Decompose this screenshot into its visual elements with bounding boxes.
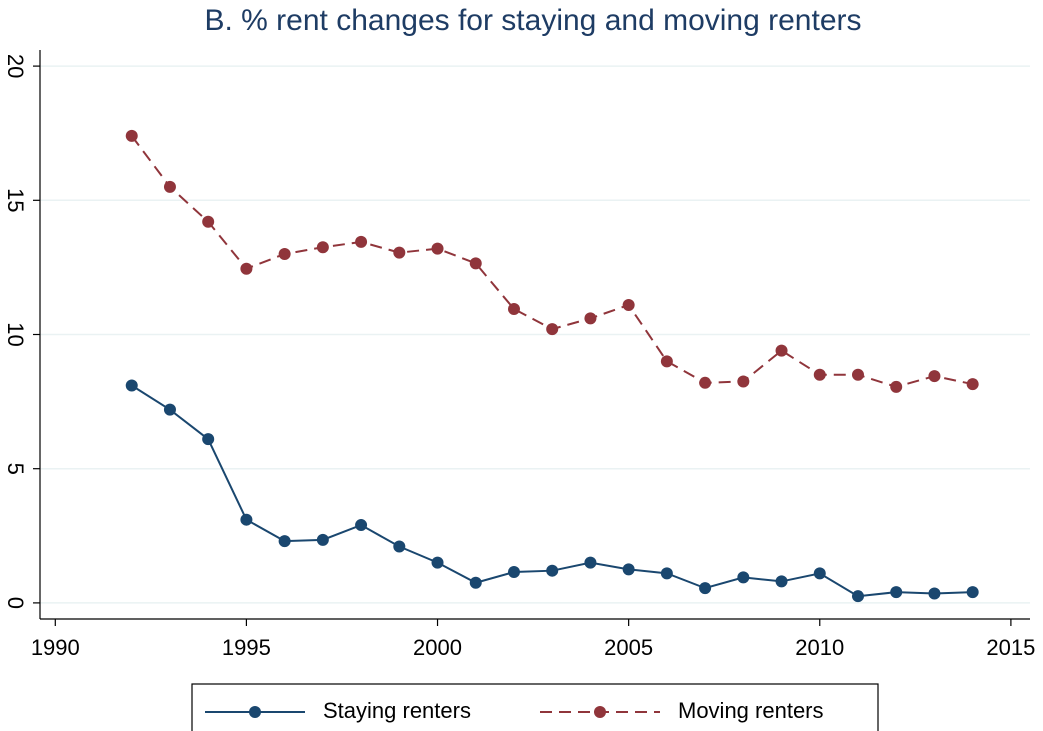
point xyxy=(622,563,635,576)
y-tick-label: 0 xyxy=(3,597,28,609)
point xyxy=(393,246,406,259)
x-tick-label: 2000 xyxy=(413,635,462,660)
x-tick-label: 2015 xyxy=(986,635,1035,660)
point xyxy=(584,312,597,325)
legend-marker xyxy=(249,706,261,718)
series-line xyxy=(131,384,973,598)
y-tick-label: 15 xyxy=(3,188,28,212)
point xyxy=(316,241,329,254)
x-tick-label: 2010 xyxy=(795,635,844,660)
point xyxy=(890,586,903,599)
point xyxy=(546,564,559,577)
point xyxy=(278,535,291,548)
point xyxy=(928,370,941,383)
point xyxy=(507,303,520,316)
point xyxy=(507,566,520,579)
point xyxy=(240,513,253,526)
point xyxy=(699,582,712,595)
point xyxy=(431,242,444,255)
legend-label: Moving renters xyxy=(678,698,824,723)
point xyxy=(316,533,329,546)
point xyxy=(393,540,406,553)
point xyxy=(737,375,750,388)
legend-label: Staying renters xyxy=(323,698,471,723)
point xyxy=(355,519,368,532)
point xyxy=(813,567,826,580)
point xyxy=(737,571,750,584)
point xyxy=(813,368,826,381)
y-tick-label: 5 xyxy=(3,463,28,475)
point xyxy=(966,586,979,599)
y-tick-label: 10 xyxy=(3,322,28,346)
series-line xyxy=(130,135,973,388)
legend-box xyxy=(191,683,879,731)
point xyxy=(469,576,482,589)
y-tick-label: 20 xyxy=(3,54,28,78)
point xyxy=(431,556,444,569)
point xyxy=(202,215,215,228)
point xyxy=(775,344,788,357)
x-tick-label: 2005 xyxy=(604,635,653,660)
point xyxy=(699,376,712,389)
x-tick-label: 1995 xyxy=(222,635,271,660)
point xyxy=(125,379,138,392)
legend-marker xyxy=(594,706,606,718)
point xyxy=(660,355,673,368)
point xyxy=(355,235,368,248)
point xyxy=(163,403,176,416)
point xyxy=(202,433,215,446)
point xyxy=(240,262,253,275)
point xyxy=(660,567,673,580)
point xyxy=(622,298,635,311)
point xyxy=(584,556,597,569)
point xyxy=(775,575,788,588)
point xyxy=(469,257,482,270)
point xyxy=(163,180,176,193)
point xyxy=(851,590,864,603)
point xyxy=(890,380,903,393)
point xyxy=(928,587,941,600)
point xyxy=(125,129,138,142)
chart-title: B. % rent changes for staying and moving… xyxy=(204,4,861,37)
x-tick-label: 1990 xyxy=(31,635,80,660)
point xyxy=(851,368,864,381)
point xyxy=(278,247,291,260)
point xyxy=(546,323,559,336)
point xyxy=(966,378,979,391)
